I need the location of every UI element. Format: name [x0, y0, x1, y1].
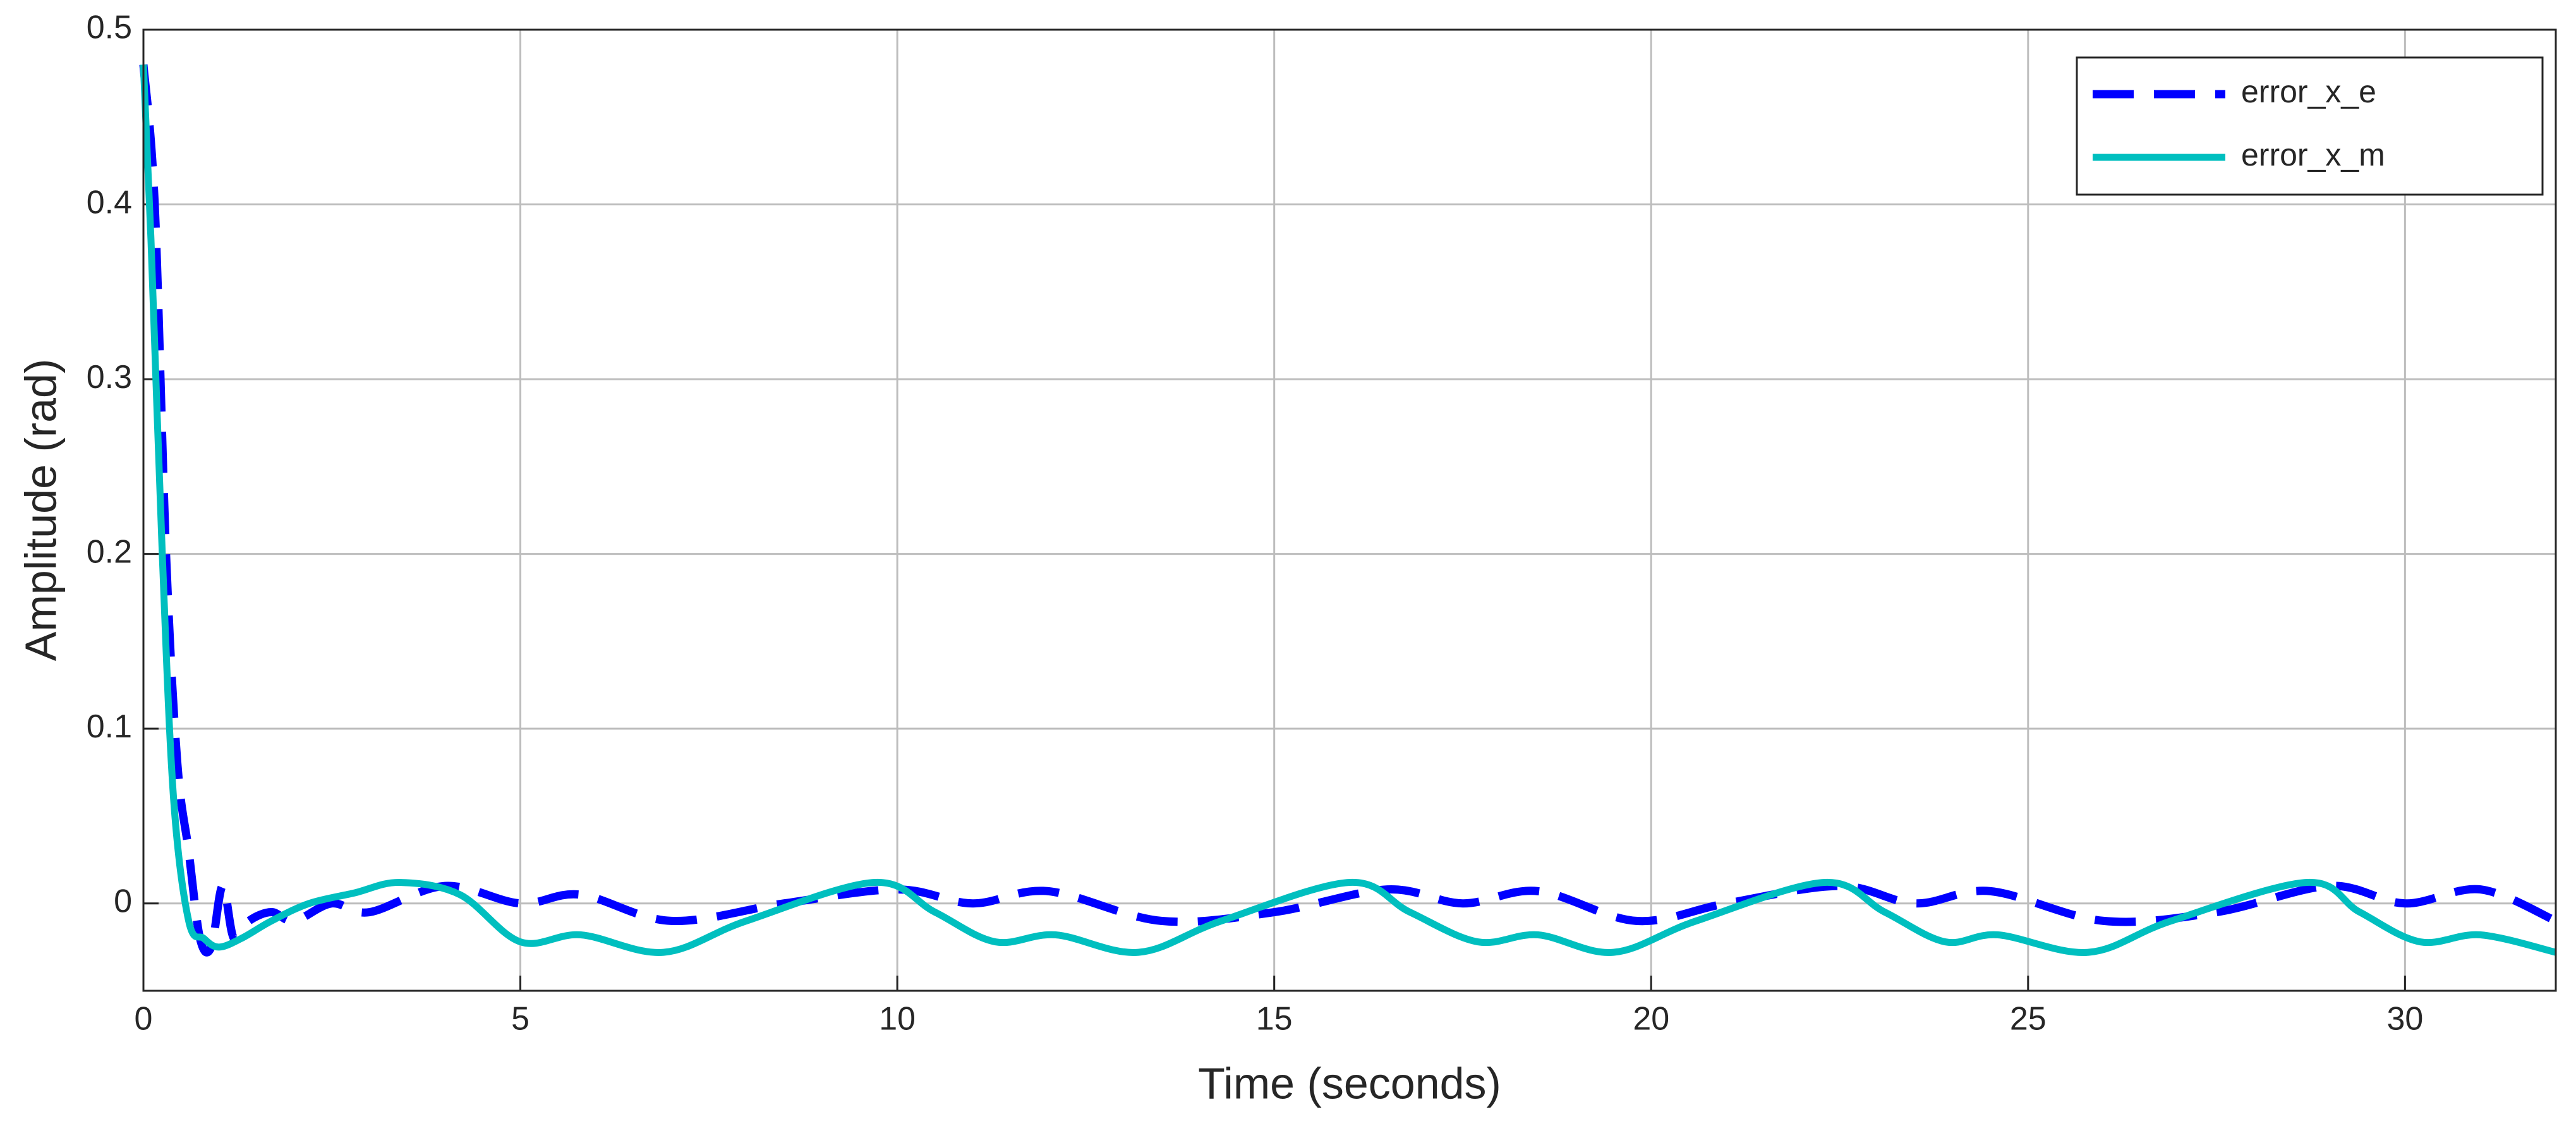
y-tick-label: 0.5: [87, 9, 132, 46]
x-tick-label: 15: [1256, 1001, 1293, 1038]
y-axis-label: Amplitude (rad): [16, 359, 65, 662]
y-tick-label: 0.1: [87, 708, 132, 745]
y-tick-label: 0.4: [87, 184, 132, 221]
line-series: [140, 64, 2557, 956]
legend-label: error_x_e: [2241, 74, 2376, 109]
y-tick-label: 0: [114, 883, 132, 919]
x-tick-label: 25: [2010, 1001, 2047, 1038]
legend-box: [2076, 56, 2544, 196]
line-series: [139, 64, 2558, 957]
y-tick-label: 0.3: [87, 359, 132, 396]
x-tick-label: 30: [2386, 1001, 2423, 1038]
axes-box: [142, 28, 2557, 992]
legend-label: error_x_m: [2241, 137, 2385, 173]
x-tick-label: 0: [135, 1001, 153, 1038]
x-axis-label: Time (seconds): [1198, 1058, 1501, 1108]
y-tick-label: 0.2: [87, 533, 132, 570]
x-tick-label: 10: [879, 1001, 916, 1038]
x-tick-label: 5: [511, 1001, 529, 1038]
x-tick-label: 20: [1633, 1001, 1669, 1038]
